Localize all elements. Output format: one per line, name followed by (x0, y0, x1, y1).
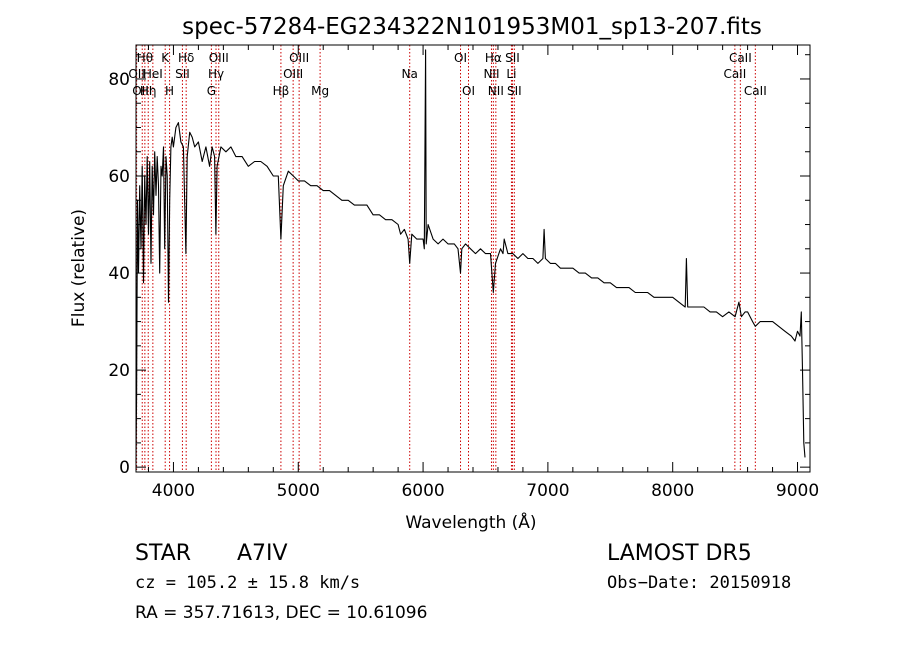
y-tick-label: 20 (108, 361, 130, 381)
x-tick-label: 4000 (152, 481, 195, 501)
y-tick-label: 0 (119, 458, 130, 478)
line-label: G (207, 84, 216, 98)
redshift-cz: cz = 105.2 ± 15.8 km/s (135, 573, 361, 593)
plot-frame (135, 44, 811, 473)
line-label: CaII (744, 84, 767, 98)
line-label: OII (128, 67, 145, 81)
y-tick-label: 80 (108, 70, 130, 90)
line-label: Hγ (208, 67, 224, 81)
y-axis-label: Flux (relative) (69, 209, 89, 327)
line-label: Hβ (273, 84, 290, 98)
observation-date: Obs−Date: 20150918 (607, 573, 792, 593)
object-class: STAR (135, 541, 192, 566)
line-label: OI (454, 51, 467, 65)
object-subclass: A7IV (237, 541, 288, 566)
emission-line-markers (136, 45, 756, 472)
line-label: H (165, 84, 174, 98)
y-tick-label: 60 (108, 167, 130, 187)
line-label: SII (505, 51, 520, 65)
spectrum-line (135, 49, 806, 463)
line-label: SII (175, 67, 190, 81)
line-label: HeI (143, 67, 163, 81)
line-label: Hη (140, 84, 157, 98)
line-label: SII (507, 84, 522, 98)
x-tick-label: 7000 (526, 481, 569, 501)
chart-title: spec-57284-EG234322N101953M01_sp13-207.f… (182, 14, 762, 40)
line-label: NII (488, 84, 504, 98)
line-label: OIII (209, 51, 229, 65)
line-label: Hδ (178, 51, 194, 65)
survey-name: LAMOST DR5 (607, 541, 752, 566)
line-label: Na (402, 67, 418, 81)
coordinates: RA = 357.71613, DEC = 10.61096 (135, 603, 428, 623)
x-axis-label: Wavelength (Å) (405, 511, 536, 533)
line-label: Hθ (137, 51, 153, 65)
line-label: NII (483, 67, 499, 81)
line-label: CaII (729, 51, 752, 65)
x-tick-label: 6000 (401, 481, 444, 501)
axes: 4000 5000 6000 7000 8000 9000 0 20 40 60 80 (108, 45, 819, 501)
line-label: K (161, 51, 170, 65)
line-label: CaII (723, 67, 746, 81)
line-label: Hα (485, 51, 502, 65)
y-tick-label: 40 (108, 264, 130, 284)
line-label: Mg (311, 84, 329, 98)
line-label: OIII (289, 51, 309, 65)
spectrum-plot (135, 49, 806, 463)
line-label: OIII (283, 67, 303, 81)
line-label: OIII (132, 84, 152, 98)
x-tick-label: 8000 (651, 481, 694, 501)
x-tick-label: 9000 (776, 481, 819, 501)
x-tick-label: 5000 (277, 481, 320, 501)
line-label: Li (506, 67, 516, 81)
line-label: OI (462, 84, 475, 98)
